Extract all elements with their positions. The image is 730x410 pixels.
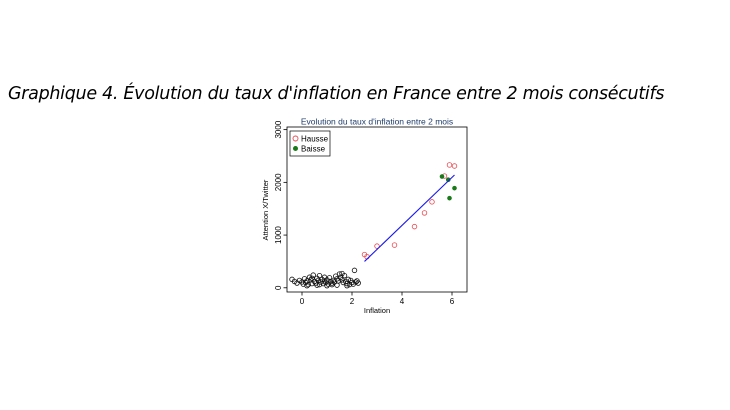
y-axis-label: Attention X/Twitter [261,179,270,240]
data-point [329,281,335,288]
chart-title: Evolution du taux d'inflation entre 2 mo… [301,117,453,127]
fit-line [364,174,455,262]
data-point [324,282,330,289]
hausse-point [421,210,428,216]
data-point [340,279,346,286]
data-point [339,270,345,277]
data-point [353,279,359,285]
data-point [351,267,358,274]
y-tick-label: 2000 [274,173,283,191]
hausse-point [429,199,435,205]
hausse-point [451,163,458,169]
data-point [349,279,355,286]
legend-label-hausse: Hausse [301,135,329,144]
baisse-point [452,185,457,191]
legend-marker-hausse [292,135,299,142]
y-tick-label: 0 [274,285,283,290]
data-point [310,272,316,278]
baisse-point [447,195,452,201]
x-tick-label: 0 [300,297,305,306]
data-point [334,282,340,288]
legend-label-baisse: Baisse [301,145,326,154]
data-point [321,278,328,284]
data-point [316,281,323,288]
figure-heading: Graphique 4. Évolution du taux d'inflati… [8,84,665,104]
y-tick-label: 1000 [274,226,283,244]
data-point [321,274,328,280]
y-tick-label: 3000 [274,120,283,138]
baisse-point [439,174,445,179]
data-point [316,272,323,279]
data-point [345,276,351,283]
legend-box [289,130,331,157]
baisse-point [445,177,451,183]
data-point [355,280,361,286]
hausse-point [446,162,453,168]
hausse-point [411,223,418,230]
data-point [329,280,335,286]
hausse-point [391,242,398,248]
data-point [304,282,310,289]
data-point [328,278,334,285]
x-axis-label: Inflation [364,306,390,315]
x-tick-label: 6 [450,297,455,306]
data-point [336,271,343,277]
data-point [305,281,311,288]
legend-marker-baisse [293,146,298,151]
data-point [309,275,315,281]
data-point [326,275,333,281]
data-point [314,282,320,288]
x-tick-label: 2 [350,297,355,306]
data-point [344,282,350,289]
hausse-point [374,243,380,249]
x-tick-label: 4 [400,297,405,306]
legend: Hausse Baisse [289,130,331,157]
